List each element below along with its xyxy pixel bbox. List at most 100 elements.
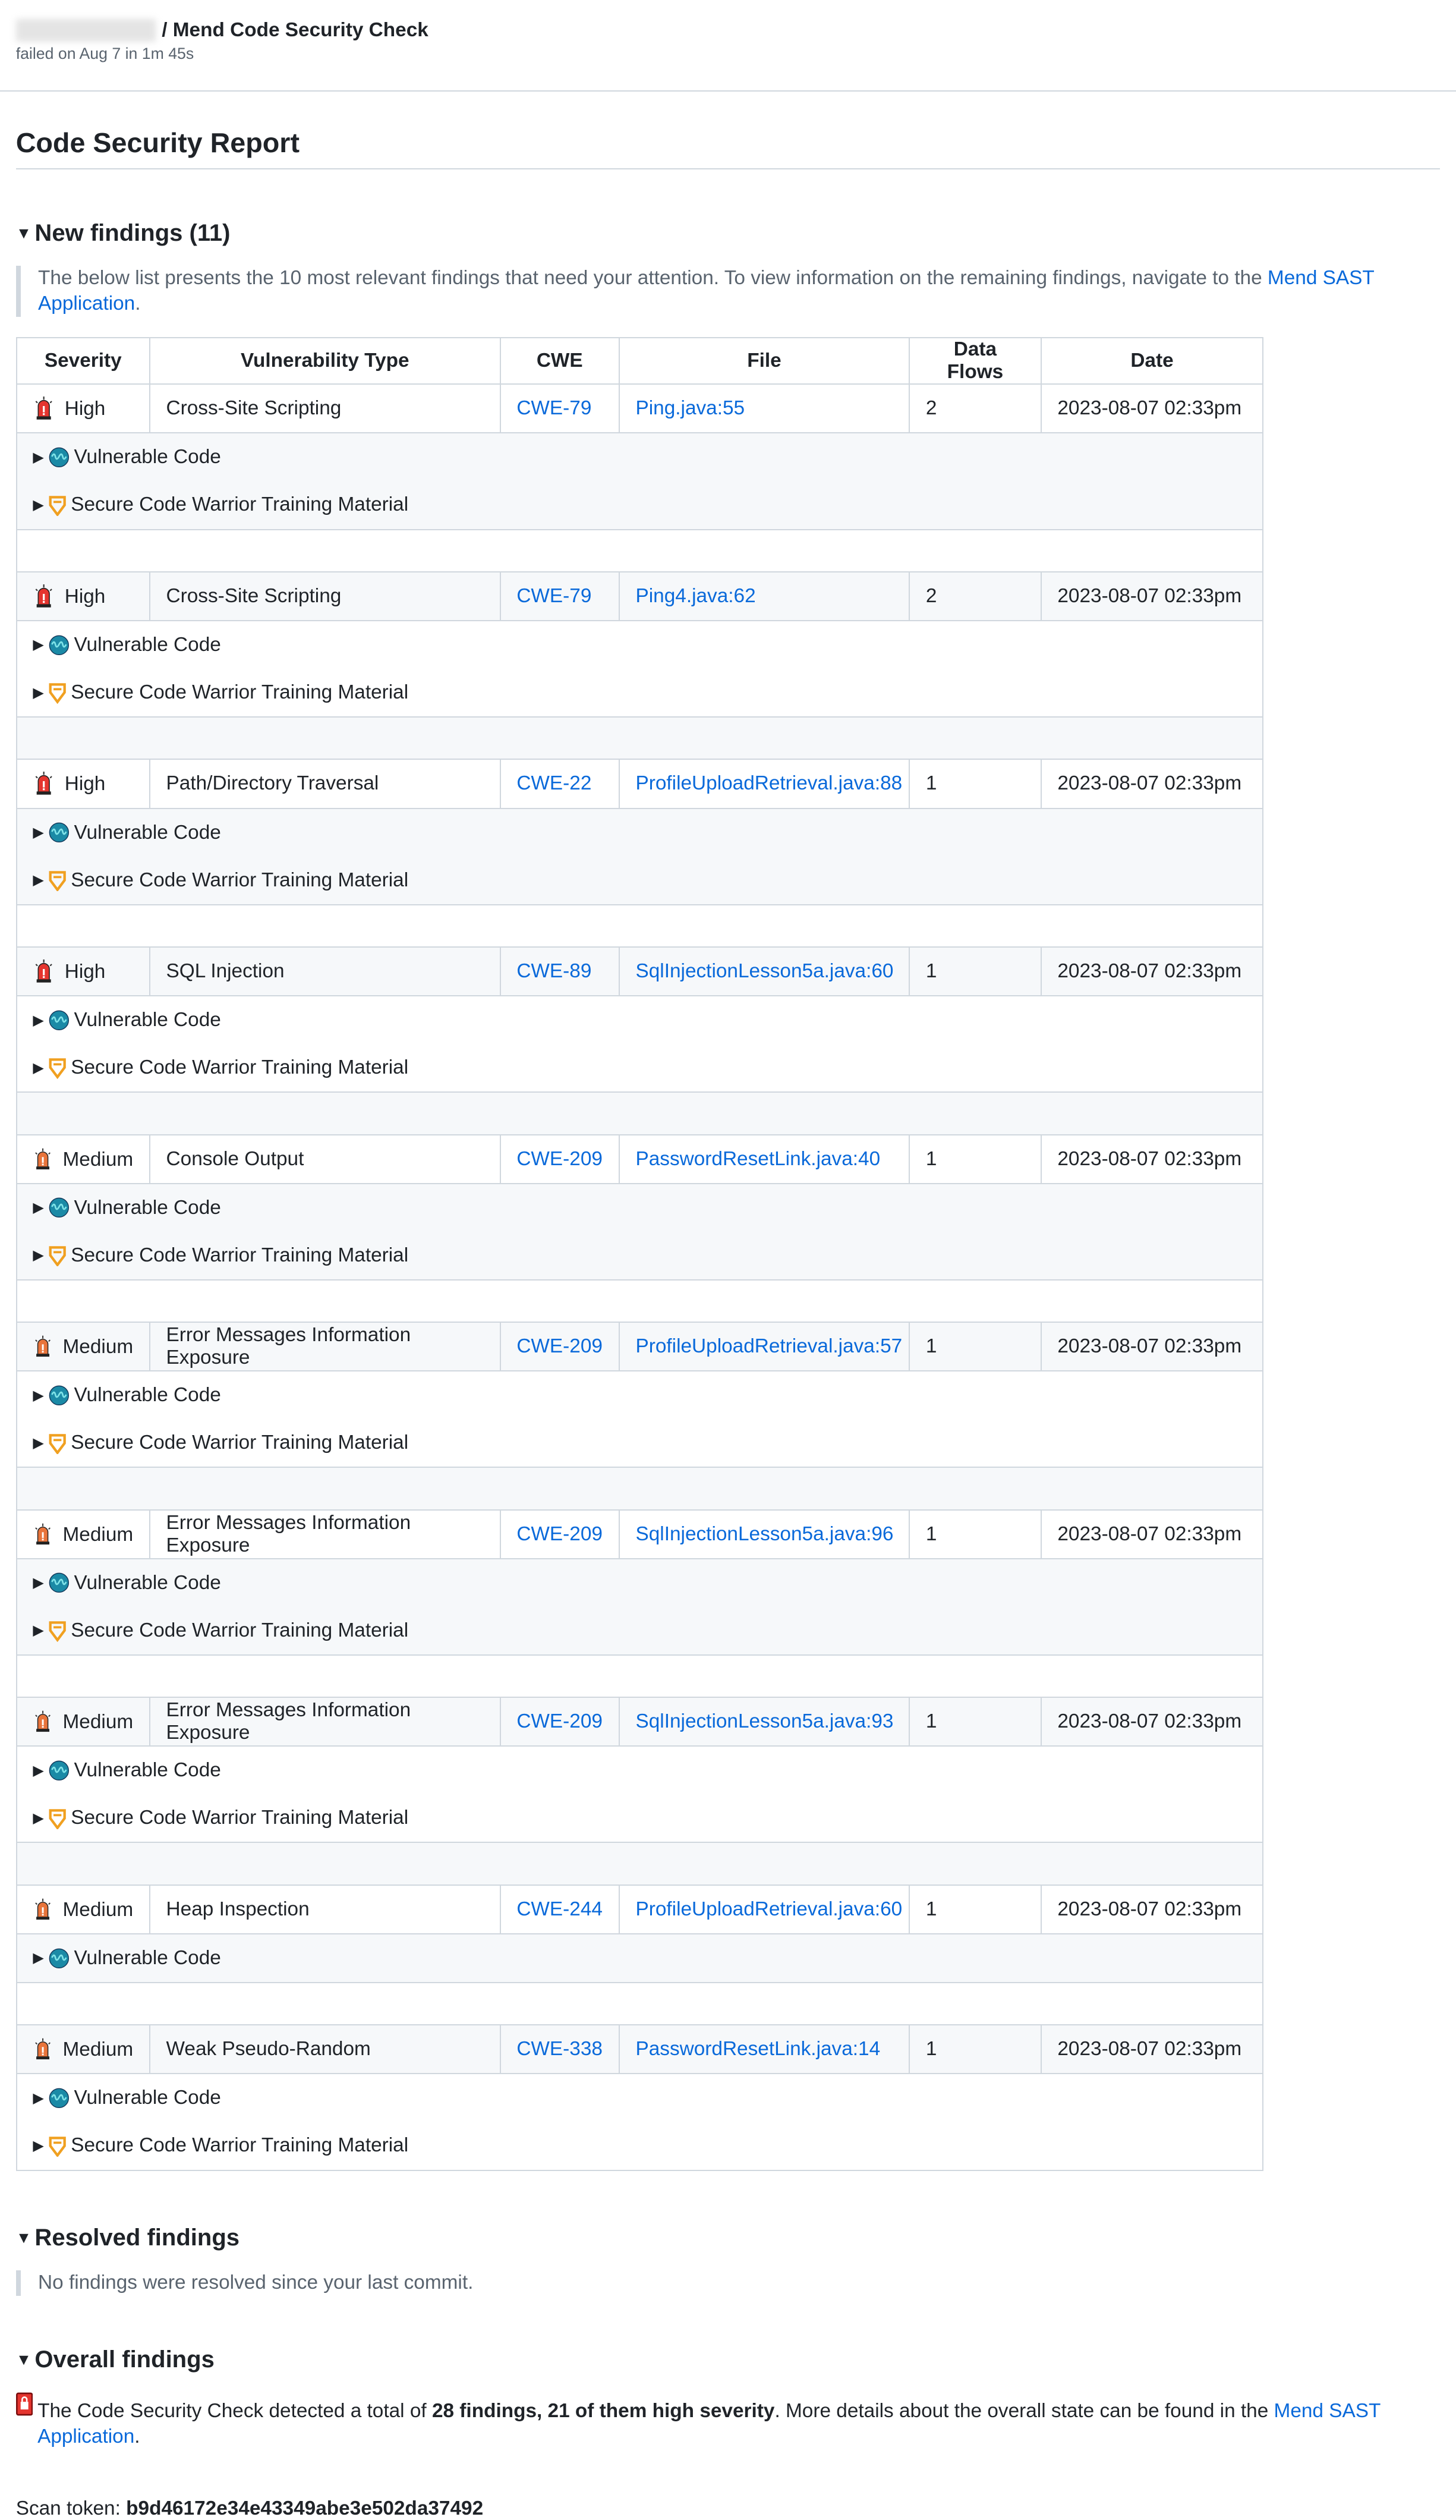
vulnerable-code-label: Vulnerable Code [74, 1196, 221, 1219]
vulnerable-code-toggle[interactable]: ▶ Vulnerable Code [33, 1184, 1246, 1232]
mend-sast-link-2[interactable]: Mend SAST Application [37, 2400, 1381, 2447]
vulnerable-code-toggle[interactable]: ▶ Vulnerable Code [33, 1559, 1246, 1607]
training-material-label: Secure Code Warrior Training Material [71, 1619, 409, 1641]
date: 2023-08-07 02:33pm [1040, 383, 1264, 434]
spacer-cell [15, 904, 1264, 948]
vulnerable-code-toggle[interactable]: ▶ Vulnerable Code [33, 1371, 1246, 1419]
details-cell: ▶ Vulnerable Code ▶ Secure Code Warrior Tra… [15, 1558, 1264, 1656]
data-flows: 1 [909, 1509, 1042, 1559]
cwe-link[interactable]: CWE-209 [516, 1522, 603, 1545]
new-findings-note: The below list presents the 10 most rele… [15, 266, 1441, 317]
vulnerable-code-toggle[interactable]: ▶ Vulnerable Code [33, 621, 1246, 669]
new-findings-toggle[interactable]: ▼ New findings (11) [16, 220, 1441, 247]
training-material-toggle[interactable]: ▶ Secure Code Warrior Training Material [33, 1232, 1246, 1279]
finding-details-row: ▶ Vulnerable Code ▶ Secure Code Warrior Tra… [15, 807, 1264, 905]
siren-medium-icon [35, 1898, 51, 1920]
spacer-row [15, 1091, 1264, 1135]
repo-name-blurred[interactable] [15, 19, 156, 42]
vulnerable-code-icon [49, 822, 69, 843]
finding-row: High Cross-Site Scripting CWE-79 Ping.ja… [15, 383, 1264, 434]
cwe-link[interactable]: CWE-22 [516, 772, 592, 795]
summary-end: . [134, 2425, 140, 2447]
summary-count: 28 findings, 21 of them high severity [431, 2400, 775, 2423]
finding-details-row: ▶ Vulnerable Code ▶ Secure Code Warrior Tra… [15, 1182, 1264, 1281]
severity-cell: Medium [15, 1509, 150, 1559]
severity-label: Medium [62, 2038, 134, 2061]
column-header: CWE [499, 337, 620, 385]
file-link[interactable]: SqlInjectionLesson5a.java:60 [635, 960, 894, 983]
overall-findings-toggle[interactable]: ▼ Overall findings [16, 2346, 1441, 2373]
mend-sast-link[interactable]: Mend SAST Application [38, 267, 1375, 314]
cwe-link[interactable]: CWE-209 [516, 1335, 603, 1358]
summary-text: The Code Security Check detected a total… [37, 2400, 432, 2423]
training-material-toggle[interactable]: ▶ Secure Code Warrior Training Material [33, 857, 1246, 904]
training-material-toggle[interactable]: ▶ Secure Code Warrior Training Material [33, 1794, 1246, 1842]
cwe-link[interactable]: CWE-79 [516, 397, 592, 420]
vulnerable-code-toggle[interactable]: ▶ Vulnerable Code [33, 433, 1246, 481]
cwe-link[interactable]: CWE-338 [516, 2038, 603, 2060]
column-header: Data Flows [909, 337, 1042, 385]
severity-cell: High [15, 759, 150, 809]
vulnerable-code-label: Vulnerable Code [74, 1384, 221, 1407]
siren-medium-icon [35, 1523, 51, 1544]
file-link[interactable]: PasswordResetLink.java:14 [635, 2038, 881, 2060]
file-link[interactable]: PasswordResetLink.java:40 [635, 1147, 881, 1170]
finding-details-row: ▶ Vulnerable Code ▶ Secure Code Warrior Tra… [15, 432, 1264, 530]
training-material-toggle[interactable]: ▶ Secure Code Warrior Training Material [33, 2122, 1246, 2169]
vulnerable-code-toggle[interactable]: ▶ Vulnerable Code [33, 996, 1246, 1044]
finding-details-row: ▶ Vulnerable Code ▶ Secure Code Warrior Tra… [15, 995, 1264, 1093]
details-cell: ▶ Vulnerable Code ▶ Secure Code Warrior Tra… [15, 2073, 1264, 2171]
training-material-toggle[interactable]: ▶ Secure Code Warrior Training Material [33, 1607, 1246, 1654]
file-cell: PasswordResetLink.java:40 [618, 1134, 910, 1184]
spacer-row [15, 1981, 1264, 2026]
resolved-note: No findings were resolved since your las… [15, 2270, 1441, 2296]
training-material-label: Secure Code Warrior Training Material [71, 2134, 409, 2157]
file-link[interactable]: Ping.java:55 [635, 397, 745, 420]
details-cell: ▶ Vulnerable Code ▶ Secure Code Warrior Tra… [15, 1745, 1264, 1843]
file-cell: SqlInjectionLesson5a.java:93 [618, 1697, 910, 1747]
check-status: failed on Aug 7 in 1m 45s [15, 45, 194, 63]
finding-row: High Cross-Site Scripting CWE-79 Ping4.j… [15, 571, 1264, 621]
date: 2023-08-07 02:33pm [1040, 1884, 1264, 1934]
file-link[interactable]: ProfileUploadRetrieval.java:57 [635, 1335, 903, 1358]
caret-right-icon: ▶ [33, 449, 44, 465]
vulnerable-code-label: Vulnerable Code [74, 821, 221, 844]
caret-down-icon: ▼ [15, 2229, 32, 2247]
cwe-link[interactable]: CWE-209 [516, 1147, 603, 1170]
resolved-findings-toggle[interactable]: ▼ Resolved findings [16, 2225, 1441, 2251]
training-material-label: Secure Code Warrior Training Material [71, 869, 409, 891]
file-link[interactable]: ProfileUploadRetrieval.java:60 [635, 1898, 903, 1920]
siren-medium-icon [35, 1148, 51, 1169]
siren-medium-icon [35, 1335, 51, 1357]
vulnerable-code-toggle[interactable]: ▶ Vulnerable Code [33, 2074, 1246, 2122]
severity-label: High [64, 773, 106, 795]
training-material-toggle[interactable]: ▶ Secure Code Warrior Training Material [33, 1419, 1246, 1467]
file-link[interactable]: ProfileUploadRetrieval.java:88 [635, 772, 903, 795]
cwe-link[interactable]: CWE-79 [516, 584, 592, 607]
file-cell: PasswordResetLink.java:14 [618, 2024, 910, 2075]
section-heading: Resolved findings [34, 2225, 240, 2251]
cwe-link[interactable]: CWE-209 [516, 1710, 603, 1733]
column-header: Vulnerability Type [149, 337, 501, 385]
caret-right-icon: ▶ [33, 872, 44, 889]
file-link[interactable]: SqlInjectionLesson5a.java:93 [635, 1710, 894, 1733]
training-material-label: Secure Code Warrior Training Material [71, 1244, 409, 1266]
cwe-cell: CWE-209 [499, 1697, 620, 1747]
cwe-link[interactable]: CWE-244 [516, 1898, 603, 1920]
cwe-link[interactable]: CWE-89 [516, 960, 592, 983]
training-material-toggle[interactable]: ▶ Secure Code Warrior Training Material [33, 1044, 1246, 1091]
file-link[interactable]: Ping4.java:62 [635, 584, 756, 607]
cwe-cell: CWE-89 [499, 946, 620, 997]
vulnerable-code-toggle[interactable]: ▶ Vulnerable Code [33, 809, 1246, 857]
vulnerable-code-toggle[interactable]: ▶ Vulnerable Code [33, 1747, 1246, 1794]
vulnerability-type: Heap Inspection [149, 1884, 501, 1934]
overall-summary: The Code Security Check detected a total… [15, 2392, 1441, 2449]
file-link[interactable]: SqlInjectionLesson5a.java:96 [635, 1522, 894, 1545]
training-material-toggle[interactable]: ▶ Secure Code Warrior Training Material [33, 669, 1246, 716]
vulnerable-code-toggle[interactable]: ▶ Vulnerable Code [33, 1934, 1246, 1982]
vulnerable-code-label: Vulnerable Code [74, 2087, 221, 2109]
secure-code-warrior-icon [49, 1246, 66, 1267]
cwe-cell: CWE-244 [499, 1884, 620, 1934]
details-cell: ▶ Vulnerable Code ▶ Secure Code Warrior Tra… [15, 619, 1264, 718]
training-material-toggle[interactable]: ▶ Secure Code Warrior Training Material [33, 481, 1246, 528]
